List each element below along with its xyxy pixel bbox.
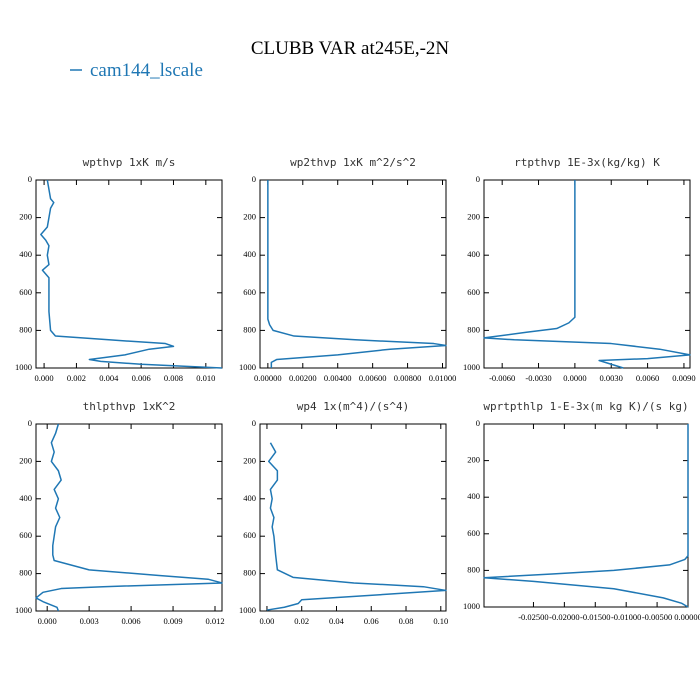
y-tick-label: 800 bbox=[243, 568, 256, 578]
x-tick-label: 0.002 bbox=[67, 373, 86, 383]
x-tick-label: 0.006 bbox=[132, 373, 151, 383]
y-tick-label: 400 bbox=[243, 249, 256, 259]
x-tick-label: 0.0060 bbox=[636, 373, 659, 383]
x-tick-label: 0.000 bbox=[38, 616, 57, 626]
legend-label: cam144_lscale bbox=[90, 60, 203, 81]
x-tick-label: 0.00600 bbox=[359, 373, 387, 383]
x-tick-label: 0.00 bbox=[260, 616, 275, 626]
x-tick-label: 0.00800 bbox=[394, 373, 422, 383]
subplot-title: wp2thvp 1xK m^2/s^2 bbox=[290, 156, 416, 169]
y-tick-label: 0 bbox=[28, 418, 32, 428]
subplot-title: wprtpthlp 1-E-3x(m kg K)/(s kg) bbox=[483, 400, 688, 413]
y-tick-label: 0 bbox=[252, 418, 256, 428]
y-tick-label: 600 bbox=[467, 287, 480, 297]
y-tick-label: 600 bbox=[19, 287, 32, 297]
y-tick-label: 400 bbox=[19, 249, 32, 259]
y-tick-label: 600 bbox=[243, 530, 256, 540]
y-tick-label: 600 bbox=[19, 530, 32, 540]
subplot-title: rtpthvp 1E-3x(kg/kg) K bbox=[514, 156, 660, 169]
plot-frame bbox=[35, 423, 223, 612]
profile-line bbox=[40, 179, 223, 369]
y-tick-label: 200 bbox=[467, 455, 480, 465]
profile-line bbox=[266, 442, 447, 611]
y-tick-label: 400 bbox=[467, 249, 480, 259]
x-tick-label: 0.00400 bbox=[324, 373, 352, 383]
y-tick-label: 400 bbox=[467, 491, 480, 501]
x-tick-label: -0.01500 bbox=[580, 612, 610, 622]
y-tick-label: 800 bbox=[467, 564, 480, 574]
y-tick-label: 1000 bbox=[239, 362, 256, 372]
y-tick-label: 200 bbox=[243, 455, 256, 465]
x-tick-label: -0.0060 bbox=[489, 373, 515, 383]
profile-line bbox=[35, 423, 223, 612]
y-tick-label: 800 bbox=[19, 568, 32, 578]
y-tick-label: 1000 bbox=[15, 362, 32, 372]
x-tick-label: 0.02 bbox=[294, 616, 309, 626]
x-tick-label: 0.009 bbox=[163, 616, 182, 626]
y-tick-label: 1000 bbox=[463, 362, 480, 372]
x-tick-label: 0.00200 bbox=[289, 373, 317, 383]
y-tick-label: 400 bbox=[19, 493, 32, 503]
x-tick-label: 0.006 bbox=[122, 616, 141, 626]
profile-line bbox=[483, 424, 689, 608]
plot-frame bbox=[259, 179, 447, 369]
x-tick-label: -0.01000 bbox=[611, 612, 641, 622]
x-tick-label: 0.06 bbox=[364, 616, 379, 626]
x-tick-label: 0.04 bbox=[329, 616, 345, 626]
x-tick-label: 0.0000 bbox=[563, 373, 586, 383]
y-tick-label: 1000 bbox=[15, 605, 32, 615]
y-tick-label: 200 bbox=[243, 212, 256, 222]
y-tick-label: 200 bbox=[467, 212, 480, 222]
y-tick-label: 200 bbox=[19, 212, 32, 222]
y-tick-label: 400 bbox=[243, 493, 256, 503]
figure-title: CLUBB VAR at245E,-2N bbox=[251, 38, 450, 59]
subplot-title: wp4 1x(m^4)/(s^4) bbox=[297, 400, 410, 413]
x-tick-label: 0.008 bbox=[164, 373, 183, 383]
y-tick-label: 1000 bbox=[239, 605, 256, 615]
y-tick-label: 0 bbox=[476, 174, 480, 184]
plot-frame bbox=[483, 179, 691, 369]
plot-frame bbox=[259, 423, 447, 612]
subplot-title: wpthvp 1xK m/s bbox=[83, 156, 176, 169]
x-tick-label: 0.003 bbox=[80, 616, 99, 626]
plot-frame bbox=[35, 179, 223, 369]
x-tick-label: 0.0090 bbox=[672, 373, 695, 383]
x-tick-label: 0.010 bbox=[196, 373, 215, 383]
subplot-title: thlpthvp 1xK^2 bbox=[83, 400, 176, 413]
y-tick-label: 800 bbox=[19, 324, 32, 334]
x-tick-label: 0.00000 bbox=[254, 373, 282, 383]
profile-line bbox=[267, 180, 447, 368]
y-tick-label: 200 bbox=[19, 455, 32, 465]
x-tick-label: 0.10 bbox=[433, 616, 448, 626]
x-tick-label: 0.00000 bbox=[674, 612, 700, 622]
y-tick-label: 0 bbox=[252, 174, 256, 184]
x-tick-label: -0.00500 bbox=[642, 612, 672, 622]
y-tick-label: 1000 bbox=[463, 601, 480, 611]
x-tick-label: 0.01000 bbox=[429, 373, 457, 383]
x-tick-label: 0.004 bbox=[99, 373, 119, 383]
profile-line bbox=[483, 180, 691, 369]
x-tick-label: -0.02000 bbox=[549, 612, 579, 622]
y-tick-label: 0 bbox=[28, 174, 32, 184]
y-tick-label: 0 bbox=[476, 418, 480, 428]
y-tick-label: 600 bbox=[467, 528, 480, 538]
y-tick-label: 800 bbox=[243, 324, 256, 334]
x-tick-label: 0.0030 bbox=[600, 373, 623, 383]
x-tick-label: 0.012 bbox=[205, 616, 224, 626]
x-tick-label: 0.08 bbox=[399, 616, 414, 626]
x-tick-label: 0.000 bbox=[35, 373, 54, 383]
x-tick-label: -0.0030 bbox=[525, 373, 551, 383]
y-tick-label: 600 bbox=[243, 287, 256, 297]
y-tick-label: 800 bbox=[467, 324, 480, 334]
x-tick-label: -0.02500 bbox=[518, 612, 548, 622]
